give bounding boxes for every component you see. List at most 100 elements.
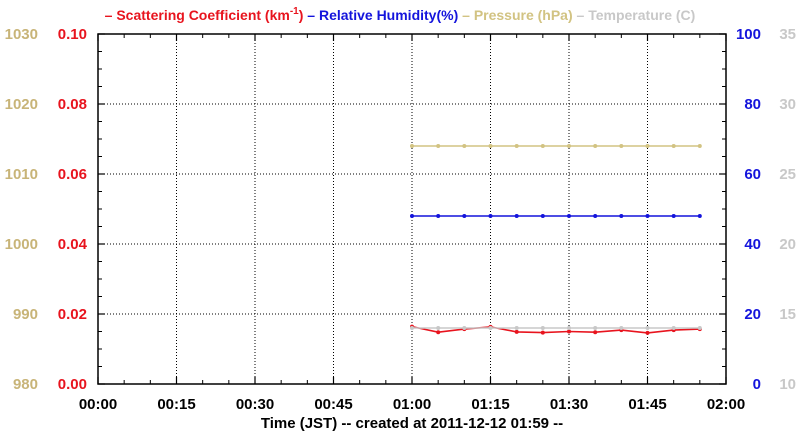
series <box>410 144 702 335</box>
data-point-scattering <box>645 330 650 335</box>
x-tick-label: 01:45 <box>628 396 666 413</box>
data-point-humidity <box>488 214 493 218</box>
data-point-temperature <box>567 326 571 330</box>
pressure-tick-label: 1020 <box>5 96 38 113</box>
data-point-humidity <box>697 214 702 218</box>
right-axis-labels: 100 80 60 40 20 0 35 30 25 20 15 10 <box>736 26 796 393</box>
data-point-temperature <box>540 326 545 330</box>
legend-suffix: C) <box>681 7 696 23</box>
data-point-pressure <box>645 144 650 148</box>
temperature-tick-label: 35 <box>779 26 796 43</box>
created-note: -- created at 2011-12-12 01:59 -- <box>341 415 563 432</box>
scattering-tick-label: 0.06 <box>58 166 87 183</box>
data-point-pressure <box>619 144 624 148</box>
data-point-pressure <box>540 144 545 148</box>
data-point-temperature <box>619 326 624 330</box>
left-axis-labels: 1030 1020 1010 1000 990 980 0.10 0.08 0.06 0.04 0.… <box>5 26 88 393</box>
data-point-temperature <box>462 326 467 330</box>
data-point-scattering <box>540 330 545 335</box>
legend-label-scat: Scattering Coefficient (km <box>116 7 289 23</box>
pressure-tick-label: 990 <box>13 306 38 323</box>
data-point-humidity <box>671 214 676 218</box>
data-point-humidity <box>436 214 441 218</box>
humidity-tick-label: 20 <box>744 306 761 323</box>
humidity-tick-label: 60 <box>744 166 761 183</box>
data-point-pressure <box>593 144 598 148</box>
humidity-tick-label: 80 <box>744 96 761 113</box>
legend-marker-scat: – <box>105 7 117 23</box>
data-point-humidity <box>645 214 650 218</box>
scattering-tick-label: 0.04 <box>58 236 88 253</box>
data-point-humidity <box>540 214 545 218</box>
series-pressure <box>410 144 702 148</box>
x-axis-title: Time (JST) -- created at 2011-12-12 01:5… <box>261 415 563 432</box>
data-point-pressure <box>671 144 676 148</box>
x-tick-label: 01:00 <box>393 396 431 413</box>
x-tick-label: 00:30 <box>236 396 274 413</box>
legend-suffix: ) <box>299 7 304 23</box>
data-point-temperature <box>697 326 702 330</box>
data-point-humidity <box>514 214 519 218</box>
data-point-humidity <box>619 214 624 218</box>
x-tick-label: 01:15 <box>471 396 509 413</box>
data-point-pressure <box>462 144 467 148</box>
scattering-tick-label: 0.00 <box>58 376 87 393</box>
data-point-temperature <box>671 326 676 330</box>
data-point-temperature <box>514 326 519 330</box>
data-point-pressure <box>436 144 441 148</box>
data-point-humidity <box>593 214 598 218</box>
humidity-tick-label: 100 <box>736 26 761 43</box>
legend: – Scattering Coefficient (km-1) – Relati… <box>105 6 696 23</box>
legend-marker-rh: – <box>303 7 319 23</box>
temperature-tick-label: 30 <box>779 96 796 113</box>
x-tick-label: 01:30 <box>550 396 588 413</box>
x-axis-labels: 00:00 00:15 00:30 00:45 01:00 01:15 01:30 01:45… <box>79 396 745 413</box>
scattering-tick-label: 0.08 <box>58 96 87 113</box>
data-point-temperature <box>593 326 598 330</box>
scattering-tick-label: 0.10 <box>58 26 87 43</box>
data-point-temperature <box>410 326 414 330</box>
data-point-pressure <box>488 144 493 148</box>
data-point-scattering <box>593 330 598 335</box>
legend-marker-pres: – <box>458 7 474 23</box>
x-tick-label: 00:45 <box>314 396 352 413</box>
series-scattering <box>410 324 702 335</box>
temperature-tick-label: 20 <box>779 236 796 253</box>
series-temperature <box>410 326 702 330</box>
data-point-temperature <box>645 326 650 330</box>
x-tick-label: 00:15 <box>157 396 195 413</box>
data-point-temperature <box>436 326 441 330</box>
data-point-pressure <box>697 144 702 148</box>
data-point-pressure <box>567 144 571 148</box>
legend-superscript: -1 <box>290 6 299 17</box>
legend-marker-temp: – <box>573 7 589 23</box>
pressure-tick-label: 1030 <box>5 26 38 43</box>
data-point-humidity <box>567 214 571 218</box>
pressure-tick-label: 1000 <box>5 236 38 253</box>
data-point-scattering <box>567 329 571 334</box>
data-point-scattering <box>436 330 441 335</box>
legend-label-rh: Relative Humidity(%) <box>319 7 458 23</box>
x-axis-label: Time (JST) <box>261 415 342 432</box>
series-humidity <box>410 214 702 218</box>
legend-row: – Scattering Coefficient (km-1) – Relati… <box>105 6 696 23</box>
temperature-tick-label: 15 <box>779 306 796 323</box>
data-point-scattering <box>514 329 519 334</box>
data-point-temperature <box>488 326 493 330</box>
x-tick-label: 02:00 <box>707 396 745 413</box>
legend-label-pres: Pressure (hPa) <box>474 7 573 23</box>
x-tick-label: 00:00 <box>79 396 117 413</box>
data-point-pressure <box>410 144 414 148</box>
pressure-tick-label: 1010 <box>5 166 38 183</box>
legend-label-temp: Temperature ( <box>588 7 681 23</box>
pressure-tick-label: 980 <box>13 376 38 393</box>
series-line-scattering <box>411 325 700 334</box>
temperature-tick-label: 25 <box>779 166 796 183</box>
temperature-tick-label: 10 <box>779 376 796 393</box>
data-point-pressure <box>514 144 519 148</box>
axis-ticks <box>97 33 727 385</box>
humidity-tick-label: 40 <box>744 236 761 253</box>
data-point-humidity <box>462 214 467 218</box>
scattering-tick-label: 0.02 <box>58 306 87 323</box>
